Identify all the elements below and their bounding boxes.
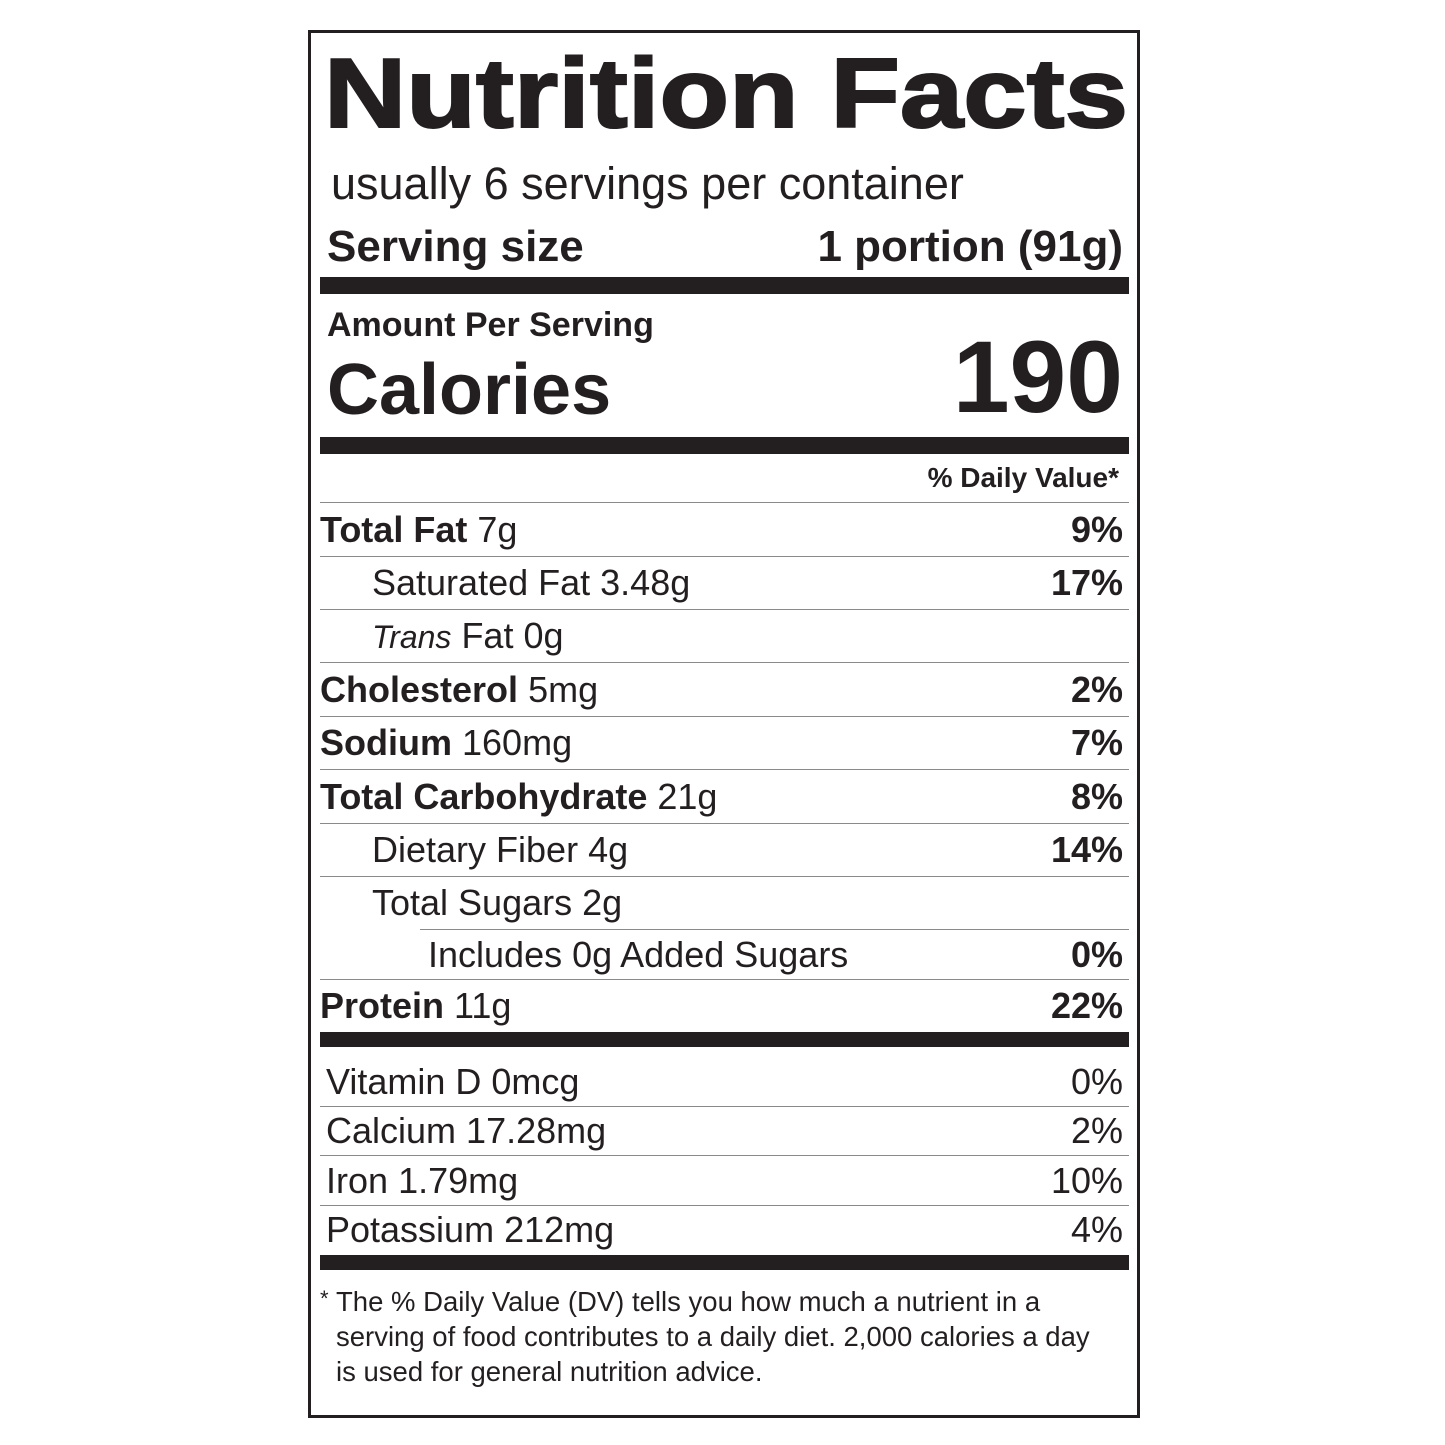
nutrient-prefix: Trans <box>372 619 452 655</box>
nutrient-amount: 160mg <box>462 722 573 763</box>
nutrient-row: Total Carbohydrate 21g 8% <box>320 769 1129 823</box>
vitamin-row: Iron 1.79mg 10% <box>320 1155 1129 1205</box>
calories-value: 190 <box>952 320 1123 434</box>
nutrient-amount: 4g <box>588 829 629 870</box>
serving-size-label: Serving size <box>327 222 584 271</box>
nutrient-name: Protein <box>320 984 445 1026</box>
vitamin-table: Vitamin D 0mcg 0% Calcium 17.28mg 2% Iron … <box>320 1057 1129 1254</box>
serving-size-value: 1 portion (91g) <box>817 222 1123 271</box>
amount-per-serving: Amount Per Serving <box>327 306 654 344</box>
nutrient-amount: 2g <box>582 882 623 923</box>
vitamin-dv: 4% <box>1070 1209 1123 1250</box>
thick-rule <box>320 437 1129 454</box>
nutrient-name: Saturated Fat <box>372 562 591 603</box>
footnote-mark: * <box>320 1286 329 1311</box>
nutrient-name: Total Carbohydrate <box>320 775 648 817</box>
nutrient-amount: 7g <box>477 508 518 550</box>
nutrient-amount: 21g <box>657 775 718 817</box>
vitamin-name: Potassium <box>326 1209 495 1250</box>
nutrient-row: Saturated Fat 3.48g 17% <box>320 556 1129 609</box>
nutrient-amount: 0g <box>523 615 564 656</box>
vitamin-dv: 2% <box>1070 1110 1123 1151</box>
nutrient-row: Protein 11g 22% <box>320 979 1129 1031</box>
nutrient-dv: 17% <box>1050 562 1123 603</box>
nutrient-row: Sodium 160mg 7% <box>320 716 1129 769</box>
nutrient-row: Total Fat 7g 9% <box>320 502 1129 556</box>
nutrient-row: Total Sugars 2g <box>320 876 1129 929</box>
nutrient-dv: 0% <box>1070 933 1123 975</box>
nutrient-dv: 22% <box>1050 984 1123 1026</box>
nutrient-dv: 14% <box>1050 829 1123 870</box>
thick-rule <box>320 1255 1129 1270</box>
vitamin-dv: 10% <box>1050 1159 1123 1201</box>
vitamin-name: Calcium <box>326 1110 457 1151</box>
vitamin-dv: 0% <box>1070 1060 1123 1102</box>
vitamin-amount: 17.28mg <box>466 1110 607 1151</box>
nutrient-dv: 8% <box>1070 775 1123 817</box>
nutrient-name: Dietary Fiber <box>372 829 579 870</box>
nutrient-name: Fat <box>461 615 514 656</box>
label-border <box>308 30 1140 1418</box>
nutrient-amount: 3.48g <box>600 562 691 603</box>
title: Nutrition Facts <box>324 50 1128 140</box>
vitamin-row: Potassium 212mg 4% <box>320 1205 1129 1254</box>
vitamin-amount: 212mg <box>504 1209 615 1250</box>
vitamin-amount: 1.79mg <box>398 1159 519 1201</box>
title-wrap: Nutrition Facts <box>323 50 1129 140</box>
nutrient-dv: 9% <box>1070 508 1123 550</box>
nutrient-row: Trans Fat 0g <box>320 609 1129 662</box>
daily-value-header: % Daily Value* <box>927 462 1119 493</box>
nutrient-amount: 5mg <box>528 668 599 710</box>
calories-label: Calories <box>327 350 612 430</box>
thick-rule <box>320 1032 1129 1047</box>
nutrient-name: Sodium <box>320 722 452 763</box>
vitamin-row: Calcium 17.28mg 2% <box>320 1106 1129 1155</box>
nutrient-row: Cholesterol 5mg 2% <box>320 662 1129 716</box>
nutrient-amount: 11g <box>454 984 512 1026</box>
nutrient-row: Dietary Fiber 4g 14% <box>320 823 1129 876</box>
nutrient-name: Total Fat <box>320 508 468 550</box>
nutrient-row: Includes 0g Added Sugars 0% <box>420 929 1129 979</box>
footnote: The % Daily Value (DV) tells you how muc… <box>336 1286 1090 1387</box>
nutrient-name: Cholesterol <box>320 668 519 710</box>
nutrient-name: Total Sugars <box>372 882 573 923</box>
nutrient-table: Total Fat 7g 9% Saturated Fat 3.48g 17% Tr… <box>320 502 1129 1031</box>
vitamin-name: Vitamin D <box>326 1060 482 1102</box>
servings: usually 6 servings per container <box>331 158 964 209</box>
vitamin-row: Vitamin D 0mcg 0% <box>320 1057 1129 1106</box>
vitamin-amount: 0mcg <box>491 1060 580 1102</box>
nutrient-name: Includes 0g Added Sugars <box>428 933 849 975</box>
nutrient-dv: 7% <box>1070 722 1123 763</box>
nutrient-dv: 2% <box>1070 668 1123 710</box>
thick-rule <box>320 277 1129 294</box>
vitamin-name: Iron <box>326 1159 389 1201</box>
